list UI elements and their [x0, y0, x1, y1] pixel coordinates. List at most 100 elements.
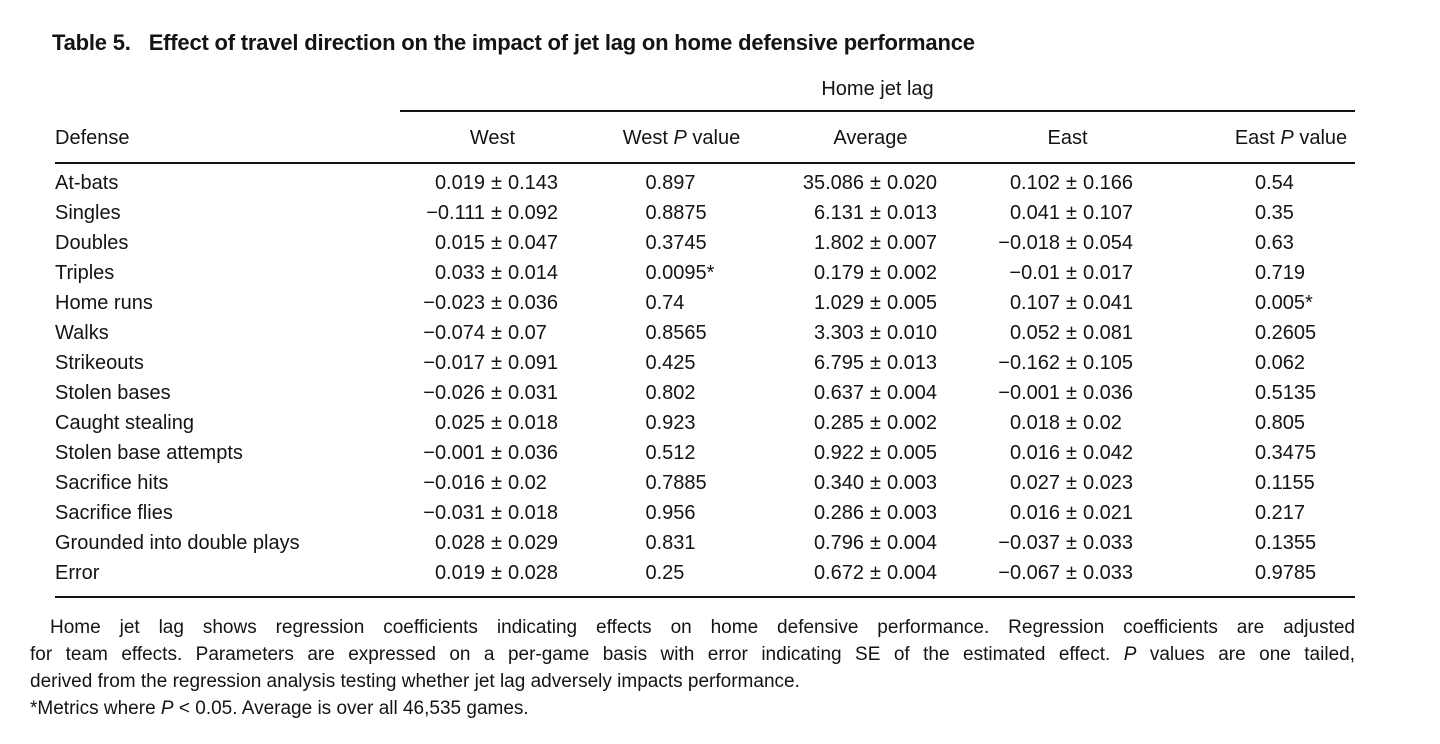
- west-coefficient-cell: 0.019 ±0.143: [400, 172, 585, 195]
- col-header-east: East: [1047, 127, 1088, 149]
- value: 0.637: [813, 381, 864, 404]
- west-p-value-cell: 0.3745: [645, 231, 707, 254]
- plus-minus-sign: ±: [491, 231, 502, 254]
- west-p-value-cell: 0.8565: [645, 321, 707, 344]
- average-cell: 6.131 ±0.013: [778, 202, 963, 225]
- value: −0.001: [423, 441, 485, 464]
- average-cell: 0.672 ±0.004: [778, 562, 963, 585]
- standard-error: 0.028: [507, 561, 559, 584]
- standard-error: 0.105: [1082, 351, 1134, 374]
- west-coefficient-cell: −0.017 ±0.091: [400, 352, 585, 375]
- plus-minus-sign: ±: [1066, 171, 1077, 194]
- standard-error: 0.054: [1082, 231, 1134, 254]
- plus-minus-sign: ±: [1066, 321, 1077, 344]
- plus-minus-sign: ±: [491, 321, 502, 344]
- standard-error: 0.081: [1082, 321, 1134, 344]
- standard-error: 0.004: [886, 381, 938, 404]
- east-p-value-cell: 0.63: [1255, 231, 1294, 254]
- west-p-value-cell: 0.831: [645, 531, 696, 554]
- value: 0.052: [1009, 321, 1060, 344]
- standard-error: 0.033: [1082, 531, 1134, 554]
- defense-cell: Grounded into double plays: [55, 531, 300, 554]
- footnote-line: for team effects. Parameters are express…: [30, 644, 1355, 665]
- east-p-value-cell: 0.1155: [1255, 471, 1315, 494]
- value: −0.067: [998, 561, 1060, 584]
- value: 0.285: [813, 411, 864, 434]
- plus-minus-sign: ±: [491, 291, 502, 314]
- east-coefficient-cell: −0.162 ±0.105: [963, 352, 1172, 375]
- west-p-value-cell: 0.897: [645, 171, 696, 194]
- standard-error: 0.005: [886, 291, 938, 314]
- plus-minus-sign: ±: [870, 441, 881, 464]
- plus-minus-sign: ±: [1066, 201, 1077, 224]
- east-coefficient-cell: 0.107 ±0.041: [963, 292, 1172, 315]
- col-header-west-p-value: West P value: [622, 127, 741, 149]
- standard-error: 0.091: [507, 351, 559, 374]
- table-row: At-bats 0.019 ±0.143 0.897 35.086 ±0.020 0…: [55, 168, 1355, 198]
- spanning-column-header: Home jet lag: [400, 78, 1355, 112]
- east-p-value-cell: 0.005*: [1255, 291, 1313, 314]
- plus-minus-sign: ±: [491, 381, 502, 404]
- plus-minus-sign: ±: [1066, 231, 1077, 254]
- west-coefficient-cell: −0.016 ±0.02: [400, 472, 585, 495]
- standard-error: 0.013: [886, 201, 938, 224]
- table-body: At-bats 0.019 ±0.143 0.897 35.086 ±0.020 0…: [55, 164, 1355, 598]
- footnote-line: Home jet lag shows regression coefficien…: [50, 617, 1355, 638]
- value: 0.041: [1009, 201, 1060, 224]
- west-p-value-cell: 0.425: [645, 351, 696, 374]
- average-cell: 0.637 ±0.004: [778, 382, 963, 405]
- standard-error: 0.020: [886, 171, 938, 194]
- table-number-label: Table 5.: [52, 30, 131, 55]
- standard-error: 0.042: [1082, 441, 1134, 464]
- value: −0.001: [998, 381, 1060, 404]
- standard-error: 0.005: [886, 441, 938, 464]
- defense-cell: Caught stealing: [55, 411, 194, 434]
- west-coefficient-cell: 0.033 ±0.014: [400, 262, 585, 285]
- west-coefficient-cell: −0.074 ±0.07: [400, 322, 585, 345]
- plus-minus-sign: ±: [870, 501, 881, 524]
- average-cell: 0.179 ±0.002: [778, 262, 963, 285]
- value: 0.286: [813, 501, 864, 524]
- plus-minus-sign: ±: [870, 201, 881, 224]
- east-p-value-cell: 0.805: [1255, 411, 1306, 434]
- plus-minus-sign: ±: [491, 561, 502, 584]
- data-table: Home jet lag Defense West West P value A…: [55, 78, 1355, 598]
- west-coefficient-cell: 0.019 ±0.028: [400, 562, 585, 585]
- value: 0.033: [434, 261, 485, 284]
- value: 0.019: [434, 171, 485, 194]
- defense-cell: Stolen bases: [55, 381, 171, 404]
- west-coefficient-cell: 0.025 ±0.018: [400, 412, 585, 435]
- plus-minus-sign: ±: [870, 171, 881, 194]
- col-header-west: West: [469, 127, 516, 149]
- value: 1.802: [813, 231, 864, 254]
- standard-error: 0.166: [1082, 171, 1134, 194]
- plus-minus-sign: ±: [870, 321, 881, 344]
- standard-error: 0.023: [1082, 471, 1134, 494]
- west-coefficient-cell: −0.023 ±0.036: [400, 292, 585, 315]
- west-p-value-cell: 0.0095*: [645, 261, 715, 284]
- east-p-value-cell: 0.3475: [1255, 441, 1317, 464]
- standard-error: 0.07: [507, 321, 547, 344]
- standard-error: 0.007: [886, 231, 938, 254]
- value: −0.023: [423, 291, 485, 314]
- east-coefficient-cell: 0.102 ±0.166: [963, 172, 1172, 195]
- table-row: Strikeouts −0.017 ±0.091 0.425 6.795 ±0.01…: [55, 348, 1355, 378]
- east-p-value-cell: 0.2605: [1255, 321, 1317, 344]
- value: 0.027: [1009, 471, 1060, 494]
- average-cell: 0.285 ±0.002: [778, 412, 963, 435]
- table-row: Error 0.019 ±0.028 0.25 0.672 ±0.004 −0.06…: [55, 558, 1355, 588]
- east-coefficient-cell: −0.018 ±0.054: [963, 232, 1172, 255]
- value: 0.028: [434, 531, 485, 554]
- value: −0.016: [423, 471, 485, 494]
- average-cell: 1.029 ±0.005: [778, 292, 963, 315]
- west-coefficient-cell: −0.001 ±0.036: [400, 442, 585, 465]
- standard-error: 0.003: [886, 471, 938, 494]
- standard-error: 0.031: [507, 381, 559, 404]
- value: −0.162: [998, 351, 1060, 374]
- page: Table 5. Effect of travel direction on th…: [30, 30, 1440, 719]
- plus-minus-sign: ±: [1066, 501, 1077, 524]
- table-title: Table 5. Effect of travel direction on th…: [52, 30, 1440, 56]
- plus-minus-sign: ±: [1066, 411, 1077, 434]
- standard-error: 0.018: [507, 411, 559, 434]
- value: 0.672: [813, 561, 864, 584]
